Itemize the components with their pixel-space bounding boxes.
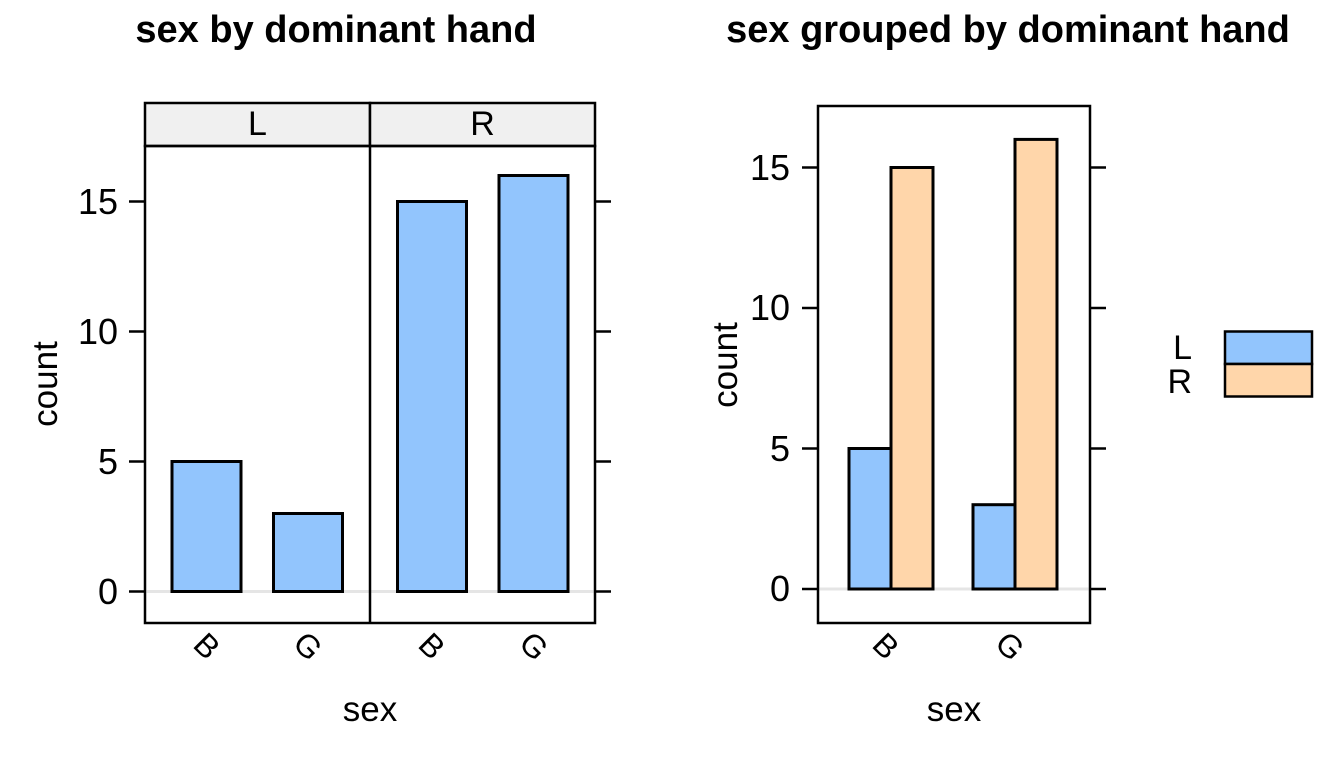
y-axis-title: count [26, 341, 65, 427]
x-axis-title: sex [342, 690, 398, 729]
legend-swatch-R [1223, 362, 1314, 398]
y-tick-label: 15 [77, 180, 118, 222]
legend-swatch-L [1223, 330, 1314, 366]
facet-strip-label-L: L [248, 105, 267, 143]
y-tick-label: 5 [769, 427, 790, 469]
bar-G-R [1013, 137, 1059, 591]
y-tick-label: 10 [77, 310, 118, 352]
y-tick-label: 0 [97, 570, 118, 612]
y-tick-label: 0 [769, 568, 790, 609]
bar-L-G [272, 512, 344, 593]
y-tick-label: 15 [749, 146, 790, 188]
bar-R-G [497, 174, 570, 593]
facet-strip-label-R: R [470, 105, 495, 143]
bar-B-L [847, 447, 893, 591]
x-axis-title: sex [926, 690, 982, 729]
bar-B-R [889, 166, 935, 591]
bar-R-B [396, 200, 468, 593]
legend-label-R: R [1167, 363, 1192, 401]
chart2-title: sex grouped by dominant hand [726, 9, 1290, 51]
panel-border [816, 104, 1092, 625]
y-tick-label: 5 [97, 440, 118, 482]
bar-G-L [971, 503, 1017, 591]
bar-L-B [170, 460, 243, 593]
facet-strip-cell-L [143, 101, 372, 148]
chart1-title: sex by dominant hand [135, 9, 537, 51]
y-tick-label: 10 [749, 287, 790, 328]
y-axis-title: count [706, 322, 745, 408]
legend-label-L: L [1173, 329, 1192, 367]
